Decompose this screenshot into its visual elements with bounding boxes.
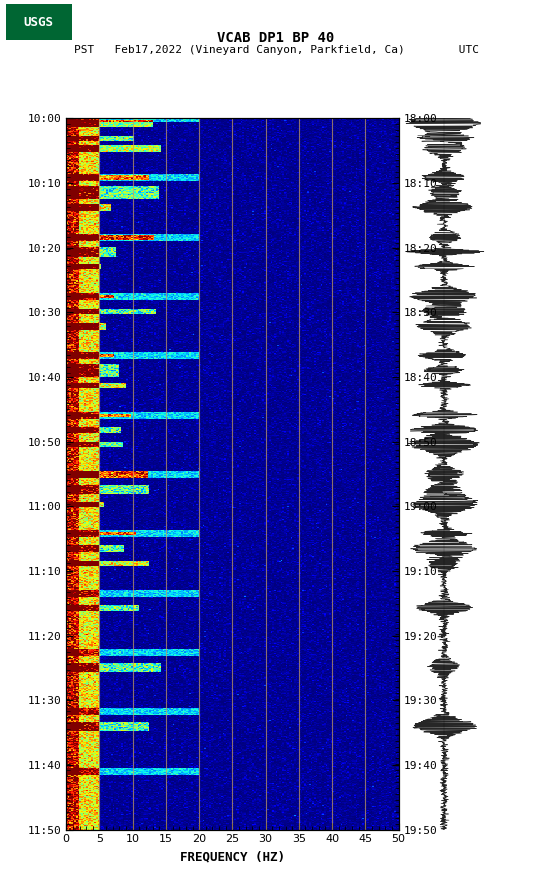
Text: PST   Feb17,2022 (Vineyard Canyon, Parkfield, Ca)        UTC: PST Feb17,2022 (Vineyard Canyon, Parkfie… (73, 45, 479, 54)
Text: VCAB DP1 BP 40: VCAB DP1 BP 40 (217, 31, 335, 45)
Text: USGS: USGS (24, 16, 54, 29)
X-axis label: FREQUENCY (HZ): FREQUENCY (HZ) (180, 850, 285, 863)
